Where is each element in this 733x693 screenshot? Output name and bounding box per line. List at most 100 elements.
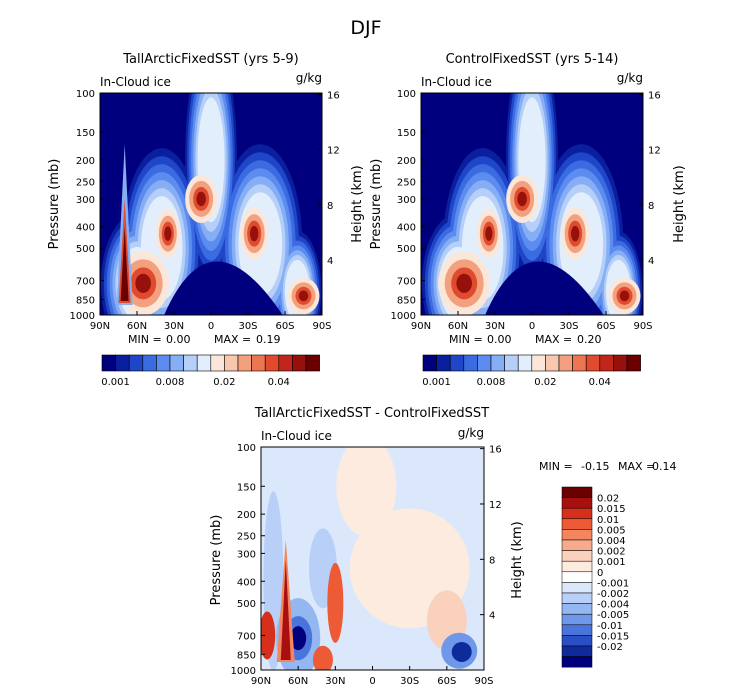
colorbar-swatch xyxy=(599,354,614,372)
colorbar-swatch xyxy=(251,354,266,372)
colorbar-tick-label: 0.04 xyxy=(268,377,290,388)
colorbar-swatch xyxy=(561,592,593,604)
y-tick-label: 700 xyxy=(397,277,416,288)
colorbar-swatch xyxy=(142,354,157,372)
colorbar-swatch xyxy=(115,354,130,372)
panel-left-colorbar: 0.001 0.008 0.02 0.04 xyxy=(101,354,320,388)
y2-tick-label: 12 xyxy=(648,146,661,157)
panel-diff-colorbar: 0.020.0150.010.0050.0040.0020.0010-0.001… xyxy=(561,486,629,668)
colorbar-tick-label: 0.001 xyxy=(101,377,130,388)
x-tick-label: 30N xyxy=(325,676,345,687)
colorbar-swatch xyxy=(264,354,280,372)
colorbar-swatch xyxy=(278,354,293,372)
colorbar-swatch xyxy=(224,354,239,372)
colorbar-swatch xyxy=(561,624,593,636)
colorbar-swatch xyxy=(613,354,628,372)
field-contour xyxy=(327,562,344,643)
colorbar-tick-label: -0.015 xyxy=(597,631,629,642)
colorbar-swatch xyxy=(561,613,593,626)
y-tick-label: 850 xyxy=(76,295,95,306)
colorbar-tick-label: 0.04 xyxy=(589,377,611,388)
colorbar-swatch xyxy=(561,529,593,541)
colorbar-swatch xyxy=(585,354,601,372)
field-contour xyxy=(120,226,129,301)
y-tick-label: 300 xyxy=(76,195,95,206)
y2-tick-label: 4 xyxy=(648,256,654,267)
panel-right-heatmap xyxy=(421,93,643,315)
panel-diff-stats-max-label: MAX = xyxy=(618,460,655,473)
y2-tick-label: 4 xyxy=(327,256,333,267)
y2-tick-label: 4 xyxy=(489,611,495,622)
colorbar-swatch xyxy=(422,354,437,372)
field-contour xyxy=(298,290,309,302)
y-tick-label: 300 xyxy=(237,549,256,560)
panel-right-stats-max: 0.20 xyxy=(577,333,602,346)
colorbar-swatch xyxy=(449,354,465,372)
panel-diff-stats-min-label: MIN = xyxy=(539,460,573,473)
panel-left-title: TallArcticFixedSST (yrs 5-9) xyxy=(122,52,299,67)
x-tick-label: 0 xyxy=(369,676,375,687)
y-tick-label: 1000 xyxy=(231,666,256,677)
y-tick-label: 250 xyxy=(76,177,95,188)
x-tick-label: 90N xyxy=(90,321,110,332)
colorbar-tick-label: 0.02 xyxy=(534,377,556,388)
panel-right-field-label: In-Cloud ice xyxy=(421,75,492,89)
colorbar-tick-label: -0.01 xyxy=(597,621,623,632)
colorbar-swatch xyxy=(210,354,225,372)
y-tick-label: 400 xyxy=(76,223,95,234)
colorbar-tick-label: -0.004 xyxy=(597,600,629,611)
x-tick-label: 30S xyxy=(400,676,419,687)
colorbar-swatch xyxy=(156,354,171,372)
panel-left-unit-label: g/kg xyxy=(296,71,322,85)
panel-right-stats-min: 0.00 xyxy=(487,333,512,346)
y-tick-label: 500 xyxy=(237,599,256,610)
colorbar-swatch xyxy=(101,354,116,372)
y-tick-label: 200 xyxy=(237,510,256,521)
x-tick-label: 0 xyxy=(529,321,535,332)
field-contour xyxy=(196,191,206,207)
panel-right-colorbar: 0.001 0.008 0.02 0.04 xyxy=(422,354,641,388)
colorbar-swatch xyxy=(561,550,593,562)
colorbar-swatch xyxy=(237,354,252,372)
x-tick-label: 60N xyxy=(288,676,308,687)
panel-left: TallArcticFixedSST (yrs 5-9) In-Cloud ic… xyxy=(47,52,365,388)
panel-left-ylabel: Pressure (mb) xyxy=(47,159,62,250)
colorbar-swatch xyxy=(561,497,593,509)
y2-tick-label: 16 xyxy=(327,91,340,102)
y-tick-label: 700 xyxy=(76,277,95,288)
colorbar-swatch xyxy=(531,354,546,372)
panel-diff-heatmap xyxy=(261,447,484,670)
colorbar-tick-label: 0.008 xyxy=(156,377,185,388)
y-tick-label: 100 xyxy=(397,89,416,100)
y-tick-label: 100 xyxy=(237,443,256,454)
colorbar-swatch xyxy=(169,354,184,372)
colorbar-swatch xyxy=(463,354,478,372)
x-tick-label: 90N xyxy=(411,321,431,332)
x-tick-label: 60S xyxy=(596,321,615,332)
colorbar-tick-label: 0.015 xyxy=(597,504,626,515)
colorbar-swatch xyxy=(561,539,593,551)
x-tick-label: 30S xyxy=(238,321,257,332)
panel-left-stats-max: 0.19 xyxy=(256,333,281,346)
panel-right: ControlFixedSST (yrs 5-14) In-Cloud ice … xyxy=(369,52,687,388)
field-contour xyxy=(485,226,493,241)
panel-right-unit-label: g/kg xyxy=(617,71,643,85)
colorbar-tick-label: 0.02 xyxy=(597,494,619,505)
colorbar-tick-label: -0.02 xyxy=(597,642,623,653)
x-tick-label: 90S xyxy=(474,676,493,687)
panel-right-title: ControlFixedSST (yrs 5-14) xyxy=(446,52,619,67)
panel-left-stats-max-label: MAX = xyxy=(214,333,251,346)
colorbar-swatch xyxy=(561,645,593,657)
panel-diff-stats-min: -0.15 xyxy=(581,460,609,473)
colorbar-swatch xyxy=(517,354,533,372)
panel-right-stats-min-label: MIN = xyxy=(449,333,483,346)
y-tick-label: 400 xyxy=(237,577,256,588)
panel-right-stats-max-label: MAX = xyxy=(535,333,572,346)
y-tick-label: 150 xyxy=(76,128,95,139)
panel-diff-stats-max: 0.14 xyxy=(652,460,677,473)
field-contour xyxy=(570,225,580,242)
y2-tick-label: 12 xyxy=(489,500,502,511)
field-contour xyxy=(451,641,472,662)
x-tick-label: 60N xyxy=(127,321,147,332)
